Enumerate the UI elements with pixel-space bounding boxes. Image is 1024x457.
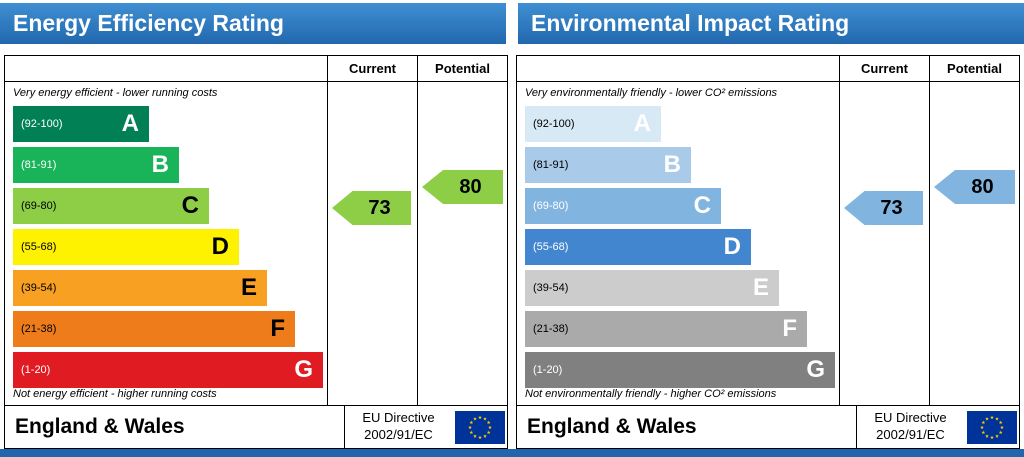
energy-efficiency-panel: Energy Efficiency Rating Current Potenti… — [0, 3, 508, 449]
panel-title: Environmental Impact Rating — [531, 10, 850, 36]
rating-band-e: (39-54) E — [525, 270, 779, 306]
eu-directive-line1: EU Directive — [874, 410, 947, 426]
potential-column-header: Potential — [929, 56, 1019, 81]
energy-title-bar: Energy Efficiency Rating — [0, 3, 506, 44]
rating-band-a: (92-100) A — [13, 106, 149, 142]
potential-column-header: Potential — [417, 56, 507, 81]
rating-band-f: (21-38) F — [525, 311, 807, 347]
bottom-blue-strip — [0, 449, 1024, 457]
band-letter: F — [270, 315, 285, 342]
flag-wrap — [964, 406, 1019, 448]
rating-band-a: (92-100) A — [525, 106, 661, 142]
band-letter: A — [121, 110, 139, 137]
eu-directive: EU Directive 2002/91/EC — [856, 406, 964, 448]
band-letter: B — [151, 151, 169, 178]
band-letter: G — [294, 356, 313, 383]
bottom-note: Not energy efficient - higher running co… — [13, 388, 217, 400]
table-header-row: Current Potential — [5, 56, 507, 82]
band-letter: C — [693, 192, 711, 219]
environmental-impact-panel: Environmental Impact Rating Current Pote… — [512, 0, 1024, 457]
current-rating-value: 73 — [880, 196, 903, 219]
column-divider — [417, 82, 418, 405]
header-spacer — [5, 56, 327, 81]
rating-band-g: (1-20) G — [13, 352, 323, 388]
band-range: (1-20) — [21, 364, 51, 376]
flag-wrap — [452, 406, 507, 448]
rating-band-g: (1-20) G — [525, 352, 835, 388]
footer-row: England & Wales EU Directive 2002/91/EC — [5, 405, 507, 448]
band-range: (55-68) — [533, 241, 569, 253]
bottom-note: Not environmentally friendly - higher CO… — [525, 388, 777, 400]
band-range: (92-100) — [533, 118, 575, 130]
rating-band-b: (81-91) B — [525, 147, 691, 183]
table-header-row: Current Potential — [517, 56, 1019, 82]
bands: (92-100) A (81-91) B (69-80) C (55-68) D (39-54)… — [13, 106, 323, 393]
band-range: (21-38) — [533, 323, 569, 335]
band-range: (69-80) — [21, 200, 57, 212]
column-divider — [327, 82, 328, 405]
column-divider — [929, 82, 930, 405]
footer-row: England & Wales EU Directive 2002/91/EC — [517, 405, 1019, 448]
band-range: (92-100) — [21, 118, 63, 130]
band-range: (39-54) — [533, 282, 569, 294]
potential-rating-value: 80 — [971, 175, 994, 198]
top-note: Very energy efficient - lower running co… — [13, 87, 218, 99]
band-letter: E — [752, 274, 769, 301]
rating-band-d: (55-68) D — [525, 229, 751, 265]
band-letter: D — [211, 233, 229, 260]
band-range: (69-80) — [533, 200, 569, 212]
environmental-title-bar: Environmental Impact Rating — [518, 3, 1024, 44]
band-range: (55-68) — [21, 241, 57, 253]
band-range: (39-54) — [21, 282, 57, 294]
chart-area: Very energy efficient - lower running co… — [5, 82, 507, 405]
band-range: (81-91) — [533, 159, 569, 171]
band-letter: G — [806, 356, 825, 383]
current-arrow: 73 — [844, 191, 923, 225]
potential-rating-value: 80 — [459, 175, 482, 198]
region-label: England & Wales — [15, 415, 185, 438]
band-range: (1-20) — [533, 364, 563, 376]
energy-rating-table: Current Potential Very energy efficient … — [4, 55, 508, 449]
rating-band-f: (21-38) F — [13, 311, 295, 347]
band-letter: C — [181, 192, 199, 219]
rating-band-c: (69-80) C — [525, 188, 721, 224]
current-column-header: Current — [327, 56, 417, 81]
top-note: Very environmentally friendly - lower CO… — [525, 87, 778, 99]
eu-directive-line1: EU Directive — [362, 410, 435, 426]
band-range: (81-91) — [21, 159, 57, 171]
current-column-header: Current — [839, 56, 929, 81]
eu-directive-line2: 2002/91/EC — [876, 427, 945, 442]
eu-directive-line2: 2002/91/EC — [364, 427, 433, 442]
region-label: England & Wales — [527, 415, 697, 438]
current-rating-value: 73 — [368, 196, 391, 219]
panel-title: Energy Efficiency Rating — [13, 10, 284, 36]
chart-area: Very environmentally friendly - lower CO… — [517, 82, 1019, 405]
rating-band-d: (55-68) D — [13, 229, 239, 265]
current-arrow: 73 — [332, 191, 411, 225]
band-letter: A — [633, 110, 651, 137]
bands: (92-100) A (81-91) B (69-80) C (55-68) D (39-54)… — [525, 106, 835, 393]
column-divider — [839, 82, 840, 405]
band-letter: F — [782, 315, 797, 342]
eu-directive: EU Directive 2002/91/EC — [344, 406, 452, 448]
potential-arrow: 80 — [422, 170, 503, 204]
header-spacer — [517, 56, 839, 81]
band-letter: B — [663, 151, 681, 178]
potential-arrow: 80 — [934, 170, 1015, 204]
rating-band-c: (69-80) C — [13, 188, 209, 224]
eu-flag-icon — [454, 410, 505, 444]
band-letter: D — [723, 233, 741, 260]
rating-band-b: (81-91) B — [13, 147, 179, 183]
environmental-rating-table: Current Potential Very environmentally f… — [516, 55, 1020, 449]
band-range: (21-38) — [21, 323, 57, 335]
eu-flag-icon — [966, 410, 1017, 444]
rating-band-e: (39-54) E — [13, 270, 267, 306]
band-letter: E — [240, 274, 257, 301]
